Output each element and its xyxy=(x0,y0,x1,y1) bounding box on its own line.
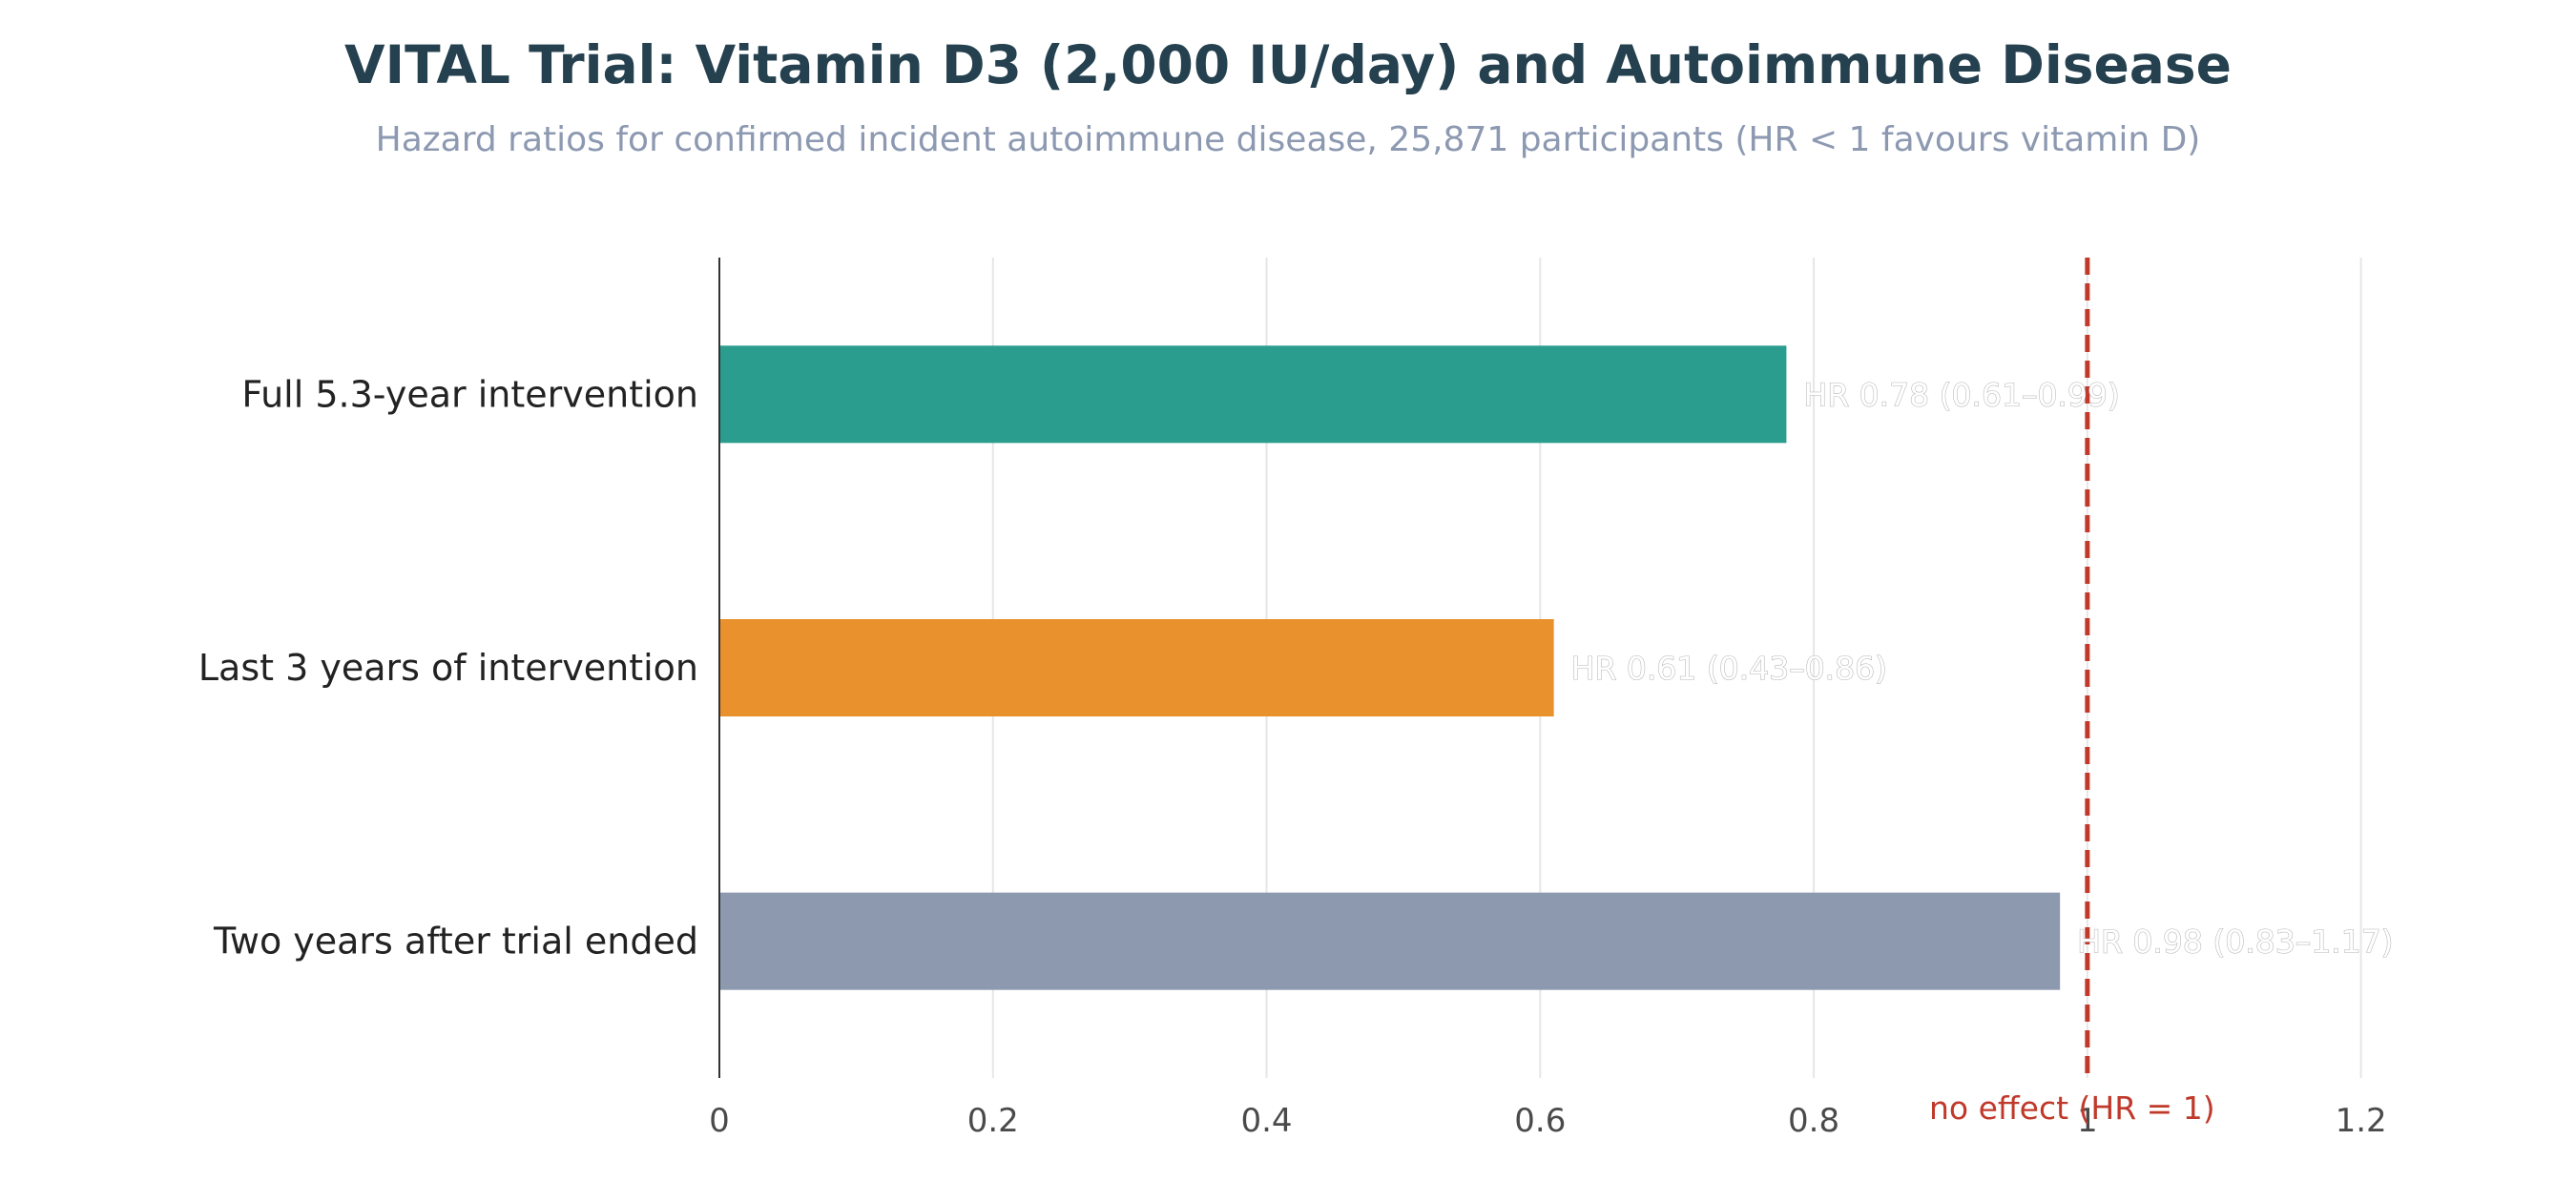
category-label: Full 5.3-year intervention xyxy=(241,373,698,415)
axes: 0 0.2 0.4 0.6 0.8 1 1.2 xyxy=(709,258,2387,1140)
chart-subtitle: Hazard ratios for confirmed incident aut… xyxy=(375,120,2201,159)
reference-line-label: no effect (HR = 1) xyxy=(1929,1089,2215,1127)
data-label: HR 0.61 (0.43–0.86) xyxy=(1571,650,1887,687)
reference-line-group: no effect (HR = 1) xyxy=(1929,258,2215,1127)
x-tick-label: 0.8 xyxy=(1788,1102,1839,1140)
data-label: HR 0.98 (0.83–1.17) xyxy=(2077,923,2393,961)
bars xyxy=(719,345,2061,990)
x-tick-label: 0.2 xyxy=(967,1102,1019,1140)
category-label: Last 3 years of intervention xyxy=(198,647,698,689)
x-tick-label: 0.6 xyxy=(1514,1102,1566,1140)
data-label: HR 0.78 (0.61–0.99) xyxy=(1803,376,2119,413)
x-tick-label: 0 xyxy=(709,1102,730,1140)
x-tick-label: 0.4 xyxy=(1240,1102,1292,1140)
bar-1 xyxy=(719,345,1787,444)
category-label: Two years after trial ended xyxy=(213,921,698,963)
bar-3 xyxy=(719,892,2061,990)
bar-2 xyxy=(719,619,1554,716)
labels: Full 5.3-year intervention Last 3 years o… xyxy=(198,373,2394,962)
chart-title: VITAL Trial: Vitamin D3 (2,000 IU/day) a… xyxy=(344,34,2232,95)
x-tick-label: 1 xyxy=(2077,1102,2098,1140)
x-tick-label: 1.2 xyxy=(2336,1102,2387,1140)
